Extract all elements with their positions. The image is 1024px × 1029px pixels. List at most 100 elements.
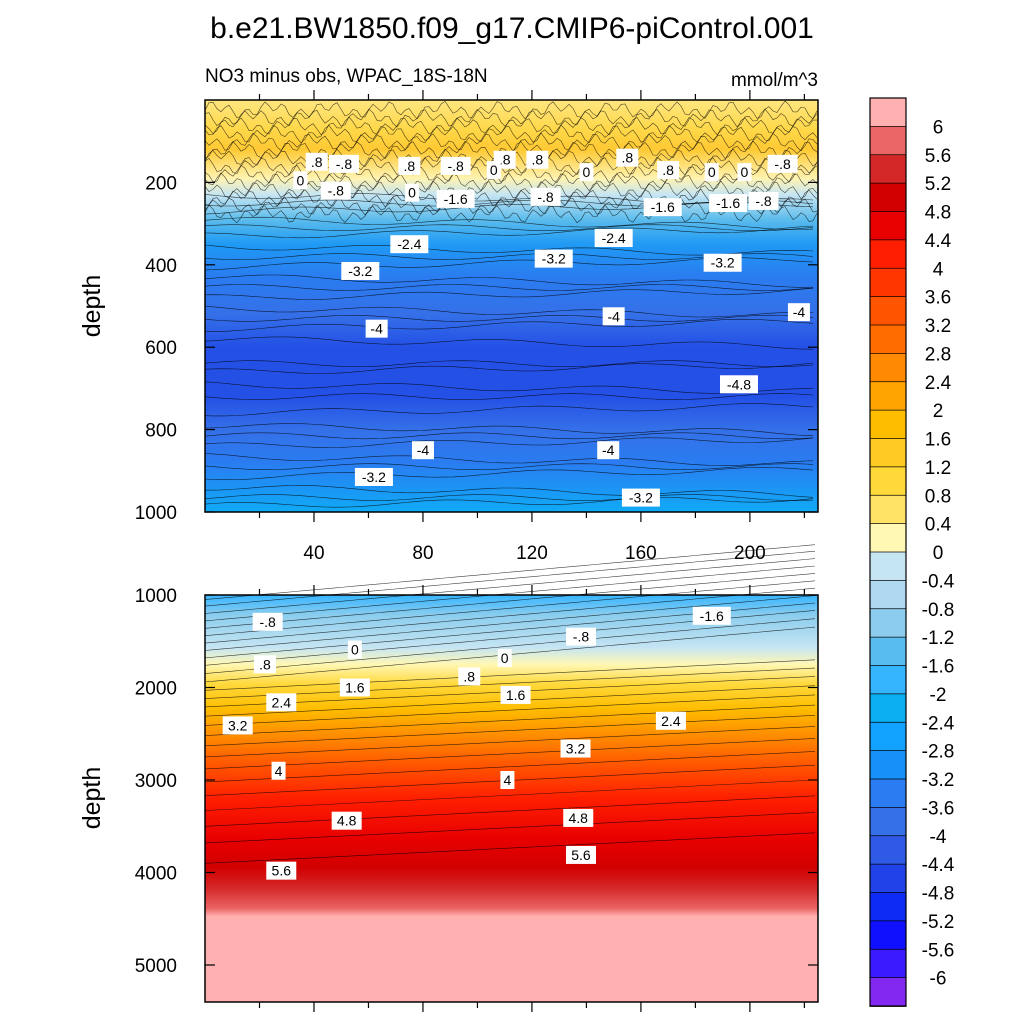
upper-contour-label-bg [390,235,429,254]
upper-contour-label: -4.8 [727,376,751,392]
upper-xtick-label: 200 [734,543,766,564]
colorbar-frame [869,97,907,1007]
colorbar-swatch [869,523,907,553]
colorbar-label: -2 [930,685,947,706]
upper-contour-line [204,497,814,508]
colorbar-swatch [869,126,907,156]
lower-contour-label-bg [347,640,362,659]
colorbar-label: -1.2 [922,628,955,649]
figure-title: b.e21.BW1850.f09_g17.CMIP6-piControl.001 [210,12,814,45]
upper-contour-line [204,225,814,239]
upper-contour-label-bg [709,194,748,212]
upper-contour-label: .8 [621,150,633,166]
colorbar-swatch [869,693,907,724]
upper-contour-label-bg [530,187,561,206]
lower-contour-label: 4 [504,772,512,788]
upper-contour-labels: .8 -.8.8 -.8.8.8.80-.8 0 -1.60-.80.8 0 0-.8-1.… [293,148,810,507]
upper-ytick-label: 800 [145,421,177,442]
lower-contour-label-bg [500,685,531,704]
colorbar-label: -4.4 [922,855,955,876]
upper-contour-label: -3.2 [711,255,735,271]
lower-contour-label: -.8 [573,629,590,645]
upper-y-axis: 200 400 600 800 1000 [135,173,818,524]
lower-contour-labels: -.8 -.8 -1.6 0 0 .8 .8 1.6 1.6 2.4 2.4 3.2 3.2 4 4 4.8 4… [222,606,731,880]
upper-contour-line [204,381,813,394]
upper-contour-line [204,284,814,291]
upper-contour-label-bg [341,261,380,280]
colorbar-swatch [869,920,907,951]
colorbar-swatch [869,892,907,922]
colorbar-swatch [869,608,907,638]
colorbar-swatch [869,182,907,213]
colorbar-label: -2.8 [922,742,955,763]
colorbar-label: 4 [933,259,944,280]
colorbar-swatch [869,154,907,184]
lower-contour-label: 2.4 [272,694,292,710]
upper-contour-label: -.8 [537,189,554,205]
upper-xtick-label: 40 [303,543,324,564]
colorbar-swatch [869,296,907,326]
upper-ytick-label: 400 [145,256,177,277]
upper-contour-label: -2.4 [602,230,626,246]
colorbar-label: 2 [933,401,944,422]
lower-ytick-label: 4000 [135,864,177,885]
upper-contour-label: -.8 [755,193,772,209]
upper-contour-label: -1.6 [444,191,468,207]
upper-ytick-label: 200 [145,173,177,194]
colorbar-label: 2.8 [925,344,951,365]
colorbar-swatch [869,721,907,752]
upper-contour-label-bg [616,148,639,167]
upper-contour-label: -.8 [447,158,464,174]
colorbar-swatch [869,750,907,780]
upper-contour-label: .8 [662,162,674,178]
upper-contour-line [204,274,814,288]
lower-contour-label-bg [565,627,596,646]
lower-contour-line [204,694,816,726]
upper-contour-label: 0 [708,164,716,180]
lower-contour-label-bg [500,771,515,789]
lower-contour-label-bg [560,739,591,758]
lower-panel-frame [204,594,819,1003]
lower-contour-label-bg [266,861,297,880]
upper-contour-label: .8 [311,154,323,170]
upper-contour-label-bg [320,181,351,200]
lower-contour-label: -1.6 [700,608,724,624]
lower-contour-label: 0 [351,642,359,658]
lower-contour-label-bg [458,667,481,686]
upper-contour-label-bg [621,488,660,507]
upper-contour-line [204,485,814,498]
lower-y-axis-label: depth [78,767,106,830]
upper-contour-line [204,467,814,481]
upper-contour-label: .8 [403,158,415,174]
upper-contour-line [204,336,814,350]
lower-ytick-label: 5000 [135,956,177,977]
upper-contour-label-bg [293,171,308,190]
lower-contour-line [204,573,816,629]
lower-contour-label-bg [563,808,594,827]
lower-contour-label-bg [222,716,253,735]
upper-contour-label-bg [602,307,625,326]
colorbar-swatch [869,551,907,582]
lower-contour-label: 3.2 [228,717,248,733]
upper-contour-line [204,216,814,230]
upper-contour-line [204,403,814,417]
lower-contour-label-bg [655,711,686,730]
upper-contour-line [204,116,818,136]
lower-contour-label: 3.2 [566,741,586,757]
upper-contour-line [204,393,814,400]
lower-contour-line [204,715,816,747]
upper-contour-label-bg [719,375,758,394]
upper-contour-label: -4 [417,442,430,458]
lower-ytick-label: 1000 [135,586,177,607]
lower-ytick-label: 2000 [135,679,177,700]
upper-contour-label-bg [737,163,752,182]
upper-contour-label: 0 [741,164,749,180]
upper-panel-frame [204,99,819,513]
upper-y-axis-label: depth [78,275,106,338]
upper-contour-label: -.8 [774,156,791,172]
colorbar-label: -2.4 [922,713,955,734]
subtitle-left: NO3 minus obs, WPAC_18S-18N [205,66,488,87]
lower-contour-line [204,580,816,636]
lower-contour-line [204,595,816,651]
